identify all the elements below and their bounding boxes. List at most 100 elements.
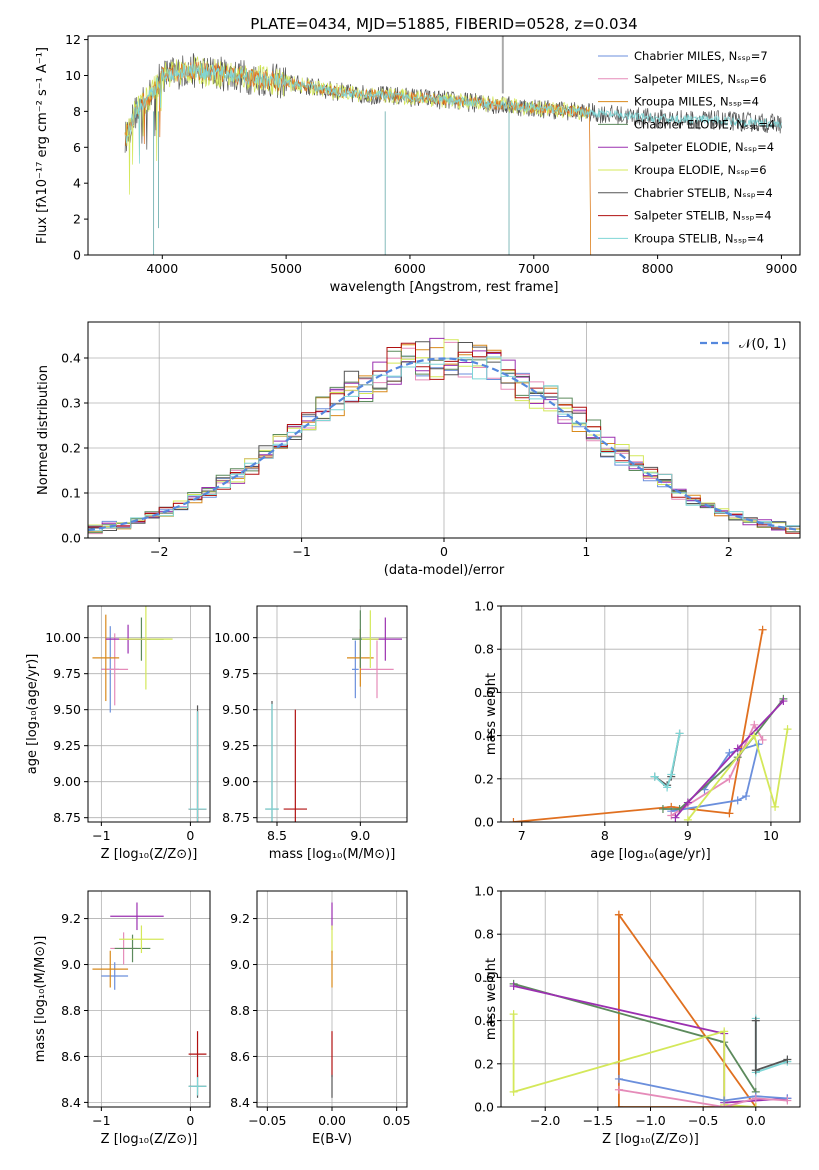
mw_vs_age-series-3 xyxy=(663,698,785,810)
age_vs_Z-ytick-label-0: 8.75 xyxy=(53,810,81,825)
mass_vs_Z-xtick-label-0: −1 xyxy=(92,1113,110,1128)
residuals-ytick-label-2: 0.2 xyxy=(61,441,81,456)
mw_vs_Z-series-4-marker-0 xyxy=(614,1074,623,1083)
spectrum-legend-label-8: Kroupa STELIB, Nₛₛₚ=4 xyxy=(634,231,764,245)
age_vs_mass-xtick-label-1: 9.0 xyxy=(350,828,370,843)
mw_vs_Z-xtick-label-4: 0.0 xyxy=(746,1113,766,1128)
mw_vs_age-series-4-marker-2 xyxy=(733,744,742,753)
mw_vs_age-series-1-marker-1 xyxy=(733,796,742,805)
mass_vs_ebv-xtick-label-1: 0.00 xyxy=(318,1113,346,1128)
residuals-xtick-label-0: −2 xyxy=(150,544,168,559)
age_vs_mass-ytick-label-0: 8.75 xyxy=(222,810,250,825)
mass_vs_Z-xtick-label-1: 0 xyxy=(186,1113,194,1128)
spectrum-legend-label-0: Chabrier MILES, Nₛₛₚ=7 xyxy=(634,49,768,63)
mw_vs_Z-xlabel: Z [log₁₀(Z/Z⊙)] xyxy=(602,1132,699,1147)
age_vs_mass-ytick-label-5: 10.00 xyxy=(214,630,250,645)
age_vs_Z-xtick-label-1: 0 xyxy=(186,828,194,843)
mw_vs_age-series-2-marker-0 xyxy=(667,811,676,820)
mass_vs_Z-frame xyxy=(87,890,211,1108)
spectrum-legend-label-2: Kroupa MILES, Nₛₛₚ=4 xyxy=(634,95,759,109)
residuals-ytick-label-4: 0.4 xyxy=(61,351,81,366)
mw_vs_Z-series-0 xyxy=(618,914,757,1107)
mass_vs_ebv-xlabel: E(B-V) xyxy=(312,1132,352,1147)
mw_vs_Z-xtick-label-3: −0.5 xyxy=(688,1113,718,1128)
mw_vs_age-ytick-label-4: 0.8 xyxy=(474,642,494,657)
mw_vs_age-series-4-marker-3 xyxy=(779,697,788,706)
mw_vs_age-ytick-label-2: 0.4 xyxy=(474,728,494,743)
mass_vs_ebv-ytick-label-2: 8.8 xyxy=(230,1003,250,1018)
mw_vs_Z-series-3-marker-0 xyxy=(509,1010,518,1019)
mw_vs_Z-xtick-label-1: −1.5 xyxy=(583,1113,613,1128)
mw_vs_age-xtick-label-1: 8 xyxy=(601,828,609,843)
mass_vs_ebv-xtick-label-0: −0.05 xyxy=(248,1113,286,1128)
mw_vs_age-series-5-marker-1 xyxy=(750,731,759,740)
mw_vs_age-series-1-marker-2 xyxy=(742,792,751,801)
mass_vs_Z-ytick-label-1: 8.6 xyxy=(61,1049,81,1064)
residuals-xlabel: (data-model)/error xyxy=(384,563,505,578)
residuals-xtick-label-2: 0 xyxy=(440,544,448,559)
age_vs_Z-ytick-label-3: 9.50 xyxy=(53,702,81,717)
mw_vs_Z-series-4 xyxy=(618,1078,788,1102)
spectrum-ytick-label-1: 2 xyxy=(73,212,81,227)
mass_vs_Z-points xyxy=(92,902,207,1098)
spectrum-ylabel: Flux [fλ10⁻¹⁷ erg cm⁻² s⁻¹ A⁻¹] xyxy=(35,47,50,244)
mass_vs_ebv-xtick-label-2: 0.05 xyxy=(383,1113,411,1128)
mw_vs_age-series-5-marker-2 xyxy=(771,802,780,811)
spectrum-lines xyxy=(124,36,782,255)
mw_vs_age-frame xyxy=(500,605,801,823)
age_vs_mass-frame xyxy=(256,605,408,823)
age_vs_Z-xlabel: Z [log₁₀(Z/Z⊙)] xyxy=(101,847,198,862)
mw_vs_Z-ytick-label-3: 0.6 xyxy=(474,970,494,985)
mw_vs_Z-series-5-marker-0 xyxy=(614,1085,623,1094)
age_vs_Z-ytick-label-1: 9.00 xyxy=(53,774,81,789)
mw_vs_Z-series-7-marker-1 xyxy=(751,1066,760,1075)
mw_vs_Z-series-3-marker-2 xyxy=(720,1027,729,1036)
spectrum-ytick-label-3: 6 xyxy=(73,140,81,155)
mw_vs_Z-series-5-marker-1 xyxy=(720,1103,729,1107)
residuals-xtick-label-4: 2 xyxy=(725,544,733,559)
age_vs_mass-xlabel: mass [log₁₀(M/M⊙)] xyxy=(269,847,396,862)
mw_vs_Z-series-5-marker-3 xyxy=(783,1096,792,1105)
mw_vs_age-ytick-label-5: 1.0 xyxy=(474,599,494,614)
spectrum-legend-label-1: Salpeter MILES, Nₛₛₚ=6 xyxy=(634,72,767,86)
spectrum-xtick-label-0: 4000 xyxy=(146,261,178,276)
hist-gaussian-curve xyxy=(88,357,800,532)
mw_vs_age-xtick-label-2: 9 xyxy=(684,828,692,843)
age_vs_Z-points xyxy=(92,606,207,822)
age_vs_Z-ytick-label-5: 10.00 xyxy=(45,630,81,645)
age_vs_mass-ytick-label-1: 9.00 xyxy=(222,774,250,789)
spectrum-xtick-label-2: 6000 xyxy=(394,261,426,276)
mw_vs_age-series-2-marker-2 xyxy=(750,720,759,729)
mw_vs_age-series-5-marker-0 xyxy=(683,815,692,822)
mw_vs_age-series-0-marker-0 xyxy=(509,818,518,822)
mw_vs_Z-series-5 xyxy=(618,1088,788,1107)
spectrum-legend-label-5: Kroupa ELODIE, Nₛₛₚ=6 xyxy=(634,163,767,177)
mw_vs_age-xtick-label-3: 10 xyxy=(763,828,779,843)
mw_vs_Z-frame xyxy=(500,890,801,1108)
mass_vs_Z-ylabel: mass [log₁₀(M/M⊙)] xyxy=(33,936,48,1063)
mw_vs_Z-series-3-marker-4 xyxy=(751,1103,760,1107)
mw_vs_age-series-0-marker-2 xyxy=(725,809,734,818)
mw_vs_age-series-0 xyxy=(513,629,764,822)
mw_vs_Z-ylabel: mass weight xyxy=(484,958,499,1040)
spectrum-legend-label-7: Salpeter STELIB, Nₛₛₚ=4 xyxy=(634,209,772,223)
mw_vs_Z-series-7-marker-2 xyxy=(783,1055,792,1064)
age_vs_Z-ytick-label-2: 9.25 xyxy=(53,738,81,753)
mw_vs_Z-series-1 xyxy=(513,983,757,1093)
mw_vs_age-series-4 xyxy=(674,700,785,819)
spectrum-xtick-label-3: 7000 xyxy=(518,261,550,276)
mw_vs_age-xlabel: age [log₁₀(age/yr)] xyxy=(590,847,711,862)
mw_vs_Z-series-7-marker-0 xyxy=(751,1016,760,1025)
residuals-ytick-label-0: 0.0 xyxy=(61,531,81,546)
mass_vs_ebv-ytick-label-1: 8.6 xyxy=(230,1049,250,1064)
mw_vs_age-lines xyxy=(509,625,792,822)
mw_vs_Z-series-0-marker-1 xyxy=(614,1103,623,1107)
spectrum-ytick-label-0: 0 xyxy=(73,248,81,263)
mw_vs_Z-ytick-label-1: 0.2 xyxy=(474,1056,494,1071)
mw_vs_age-series-1-marker-4 xyxy=(725,748,734,757)
spectrum-ytick-label-4: 8 xyxy=(73,104,81,119)
residuals-ytick-label-3: 0.3 xyxy=(61,396,81,411)
residuals-xtick-label-3: 1 xyxy=(582,544,590,559)
mw_vs_age-series-1 xyxy=(671,742,760,813)
mass_vs_ebv-ytick-label-4: 9.2 xyxy=(230,911,250,926)
